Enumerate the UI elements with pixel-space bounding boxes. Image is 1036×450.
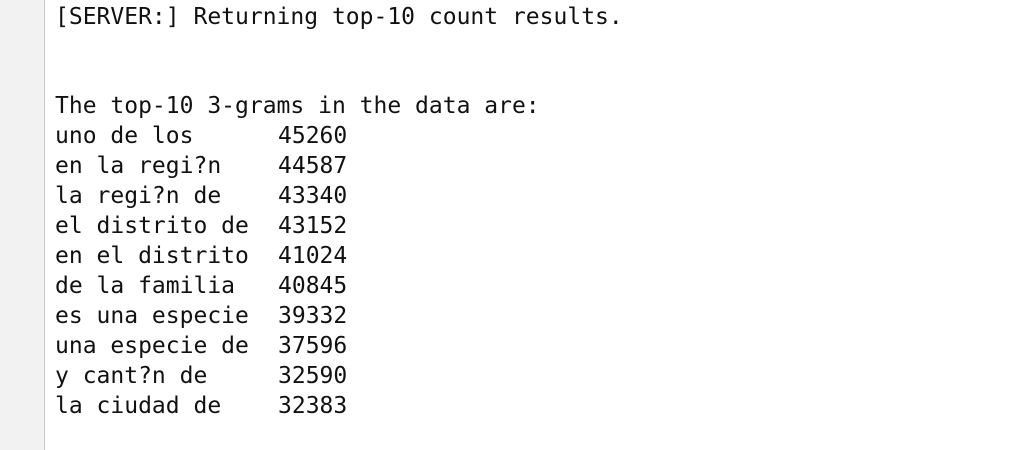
gutter: [0, 0, 45, 450]
ngram: uno de los: [55, 123, 194, 149]
count: 40845: [278, 273, 348, 299]
count: 32590: [278, 363, 348, 389]
ngram: en el distrito: [55, 243, 249, 269]
count: 43152: [278, 213, 348, 239]
ngram: una especie de: [55, 333, 249, 359]
count: 39332: [278, 303, 348, 329]
count: 43340: [278, 183, 348, 209]
count: 37596: [278, 333, 348, 359]
ngram: la ciudad de: [55, 393, 222, 419]
count: 32383: [278, 393, 348, 419]
ngram: la regi?n de: [55, 183, 222, 209]
heading: The top-10 3-grams in the data are:: [55, 93, 540, 119]
server-message: [SERVER:] Returning top-10 count results…: [55, 4, 623, 30]
ngram: es una especie: [55, 303, 249, 329]
ngram: y cant?n de: [55, 363, 208, 389]
count: 44587: [278, 153, 348, 179]
ngram: en la regi?n: [55, 153, 222, 179]
ngram: de la familia: [55, 273, 236, 299]
count: 45260: [278, 123, 348, 149]
ngram: el distrito de: [55, 213, 249, 239]
count: 41024: [278, 243, 348, 269]
